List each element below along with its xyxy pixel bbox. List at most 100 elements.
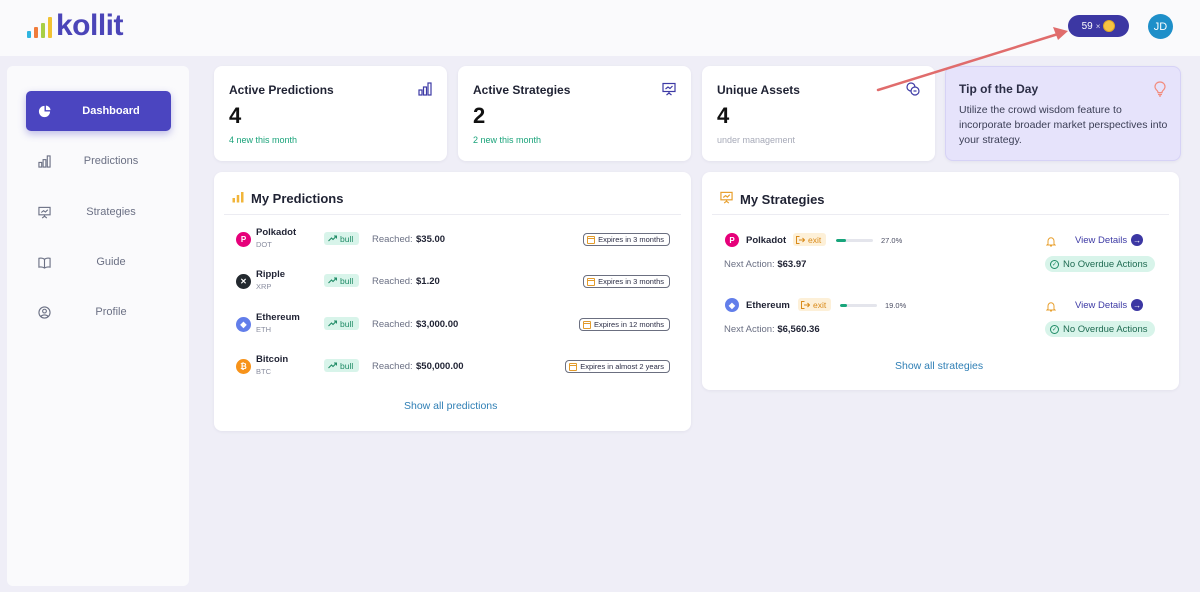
calendar-icon (587, 277, 596, 286)
user-circle-icon (37, 305, 51, 319)
bitcoin-icon: ₿ (236, 359, 251, 374)
stat-card-unique-assets[interactable]: Unique Assets 4 under management (702, 66, 935, 161)
sidebar-item-guide[interactable]: Guide (26, 242, 171, 282)
trend-up-icon (328, 320, 337, 327)
strategy-asset-name: Ethereum (746, 300, 790, 311)
reached-label: Reached: (372, 234, 413, 245)
sidebar: Dashboard Predictions Strategies Guide P… (7, 66, 189, 586)
bar-chart-icon (418, 82, 432, 96)
reached-value: $3,000.00 (416, 319, 459, 330)
asset-symbol: DOT (256, 240, 272, 249)
stat-title: Active Strategies (473, 83, 571, 97)
reached-value: $35.00 (416, 234, 446, 245)
overdue-status-badge: ✓ No Overdue Actions (1045, 321, 1155, 337)
presentation-icon (37, 205, 51, 219)
bull-badge: bull (324, 317, 360, 330)
bull-badge: bull (324, 274, 360, 287)
prediction-row[interactable]: ₿ Bitcoin BTC bull Reached: $50,000.00 E… (236, 352, 670, 382)
asset-symbol: XRP (256, 282, 272, 291)
asset-name: Polkadot (256, 227, 297, 238)
expires-badge: Expires in almost 2 years (565, 360, 670, 373)
stat-card-active-strategies[interactable]: Active Strategies 2 2 new this month (458, 66, 691, 161)
strategies-title: My Strategies (740, 191, 825, 207)
bell-icon[interactable] (1045, 299, 1057, 312)
bar-chart-icon (232, 191, 244, 206)
reached-label: Reached: (372, 276, 413, 287)
logo-text: kollit (56, 9, 124, 42)
divider (224, 214, 681, 215)
expires-badge: Expires in 12 months (578, 318, 670, 331)
next-action: Next Action: $6,560.36 (724, 324, 820, 335)
arrow-right-icon: → (1131, 234, 1144, 246)
view-details-link[interactable]: View Details → (1075, 299, 1144, 311)
sidebar-item-profile[interactable]: Profile (26, 292, 171, 332)
section-title: My Strategies (720, 191, 825, 207)
trend-up-icon (328, 362, 337, 369)
strategy-progress-bar (836, 239, 873, 242)
sidebar-item-label: Predictions (83, 155, 139, 167)
progress-percent: 19.0% (885, 301, 907, 310)
progress-percent: 27.0% (881, 236, 903, 245)
exit-icon (796, 235, 805, 244)
asset-name: Bitcoin (256, 354, 289, 365)
lightbulb-icon (1153, 81, 1167, 97)
coin-balance-button[interactable]: 59 × (1068, 15, 1129, 37)
exit-icon (801, 300, 810, 309)
sidebar-item-strategies[interactable]: Strategies (26, 192, 171, 232)
presentation-icon (662, 82, 676, 96)
stat-subtext: under management (717, 135, 796, 145)
bell-icon[interactable] (1045, 234, 1057, 247)
sidebar-item-predictions[interactable]: Predictions (26, 141, 171, 181)
kollit-logo[interactable]: kollit (27, 9, 124, 42)
show-all-predictions-link[interactable]: Show all predictions (404, 400, 498, 412)
strategy-progress-bar (840, 304, 877, 307)
tip-of-the-day-card: Tip of the Day Utilize the crowd wisdom … (945, 66, 1181, 161)
polkadot-icon: P (725, 233, 739, 247)
sidebar-item-label: Strategies (86, 206, 136, 218)
coin-count: 59 (1081, 20, 1093, 32)
asset-name: Ethereum (256, 312, 300, 323)
trend-up-icon (328, 235, 337, 242)
ripple-icon: ✕ (236, 274, 251, 289)
bull-badge: bull (324, 232, 360, 245)
my-predictions-card: My Predictions P Polkadot DOT bull Reach… (214, 172, 691, 431)
user-avatar[interactable]: JD (1148, 14, 1173, 39)
check-circle-icon: ✓ (1050, 259, 1059, 269)
asset-name: Ripple (256, 269, 286, 280)
prediction-row[interactable]: ✕ Ripple XRP bull Reached: $1.20 Expires… (236, 267, 670, 297)
presentation-icon (720, 191, 733, 207)
coin-icon (1103, 20, 1116, 32)
my-strategies-card: My Strategies P Polkadot exit 27.0% View… (702, 172, 1179, 390)
divider (712, 214, 1169, 215)
bar-chart-icon (37, 154, 51, 168)
prediction-row[interactable]: P Polkadot DOT bull Reached: $35.00 Expi… (236, 225, 670, 255)
sidebar-item-label: Profile (95, 306, 127, 318)
stat-value: 4 (229, 103, 242, 128)
stat-title: Active Predictions (229, 83, 334, 97)
predictions-title: My Predictions (251, 191, 344, 206)
book-icon (37, 255, 51, 269)
coin-multiplier: × (1095, 21, 1101, 31)
overdue-status-badge: ✓ No Overdue Actions (1045, 256, 1155, 272)
ethereum-icon: ◆ (725, 298, 739, 312)
progress-fill (840, 304, 848, 307)
stat-card-active-predictions[interactable]: Active Predictions 4 4 new this month (214, 66, 447, 161)
next-action-value: $6,560.36 (777, 324, 820, 335)
reached-label: Reached: (372, 319, 413, 330)
stat-value: 4 (717, 103, 730, 128)
trend-up-icon (328, 277, 337, 284)
progress-fill (836, 239, 846, 242)
sidebar-item-dashboard[interactable]: Dashboard (26, 91, 171, 131)
expires-badge: Expires in 3 months (583, 233, 670, 246)
prediction-row[interactable]: ◆ Ethereum ETH bull Reached: $3,000.00 E… (236, 310, 670, 340)
view-details-link[interactable]: View Details → (1075, 234, 1144, 246)
top-header: kollit 59 × JD (0, 0, 1200, 56)
coins-icon (906, 82, 920, 96)
show-all-strategies-link[interactable]: Show all strategies (895, 360, 984, 372)
check-circle-icon: ✓ (1050, 324, 1059, 334)
polkadot-icon: P (236, 232, 251, 247)
next-action-value: $63.97 (777, 259, 807, 270)
tip-text: Utilize the crowd wisdom feature to inco… (959, 104, 1168, 146)
arrow-right-icon: → (1131, 299, 1144, 311)
bull-badge: bull (324, 359, 360, 372)
